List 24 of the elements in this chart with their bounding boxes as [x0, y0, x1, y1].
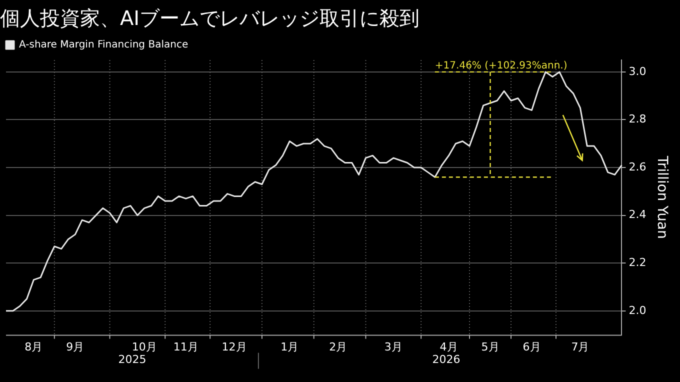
y-tick-label: 2.2 [628, 256, 646, 269]
y-tick-label: 3.0 [628, 64, 646, 78]
text: 2026 [432, 353, 460, 366]
x-tick-label: 5月 [481, 340, 500, 354]
x-tick-label: 2月 [329, 340, 348, 354]
x-tick-label: 10月 [132, 340, 157, 354]
x-tick-label: 3月 [384, 340, 402, 354]
x-tick-label: 11月 [173, 340, 198, 354]
chart-title: 個人投資家、AIブームでレバレッジ取引に殺到 [0, 6, 420, 30]
x-tick-label: 1月 [280, 340, 299, 354]
x-tick-label: 12月 [222, 340, 247, 354]
legend-label: A-share Margin Financing Balance [19, 40, 188, 51]
y-tick-label: 2.4 [628, 208, 646, 222]
x-tick-label: 8月 [24, 340, 43, 354]
y-axis-title: Trillion Yuan [654, 154, 670, 239]
x-tick-label: 7月 [571, 340, 590, 354]
text: 2025 [118, 353, 146, 366]
y-tick-label: 2.6 [628, 160, 646, 174]
y-tick-label: 2.0 [628, 304, 646, 317]
x-tick-label: 6月 [522, 340, 541, 354]
y-tick-label: 2.8 [628, 112, 646, 126]
annotation: +17.46% (+102.93%ann.) [434, 60, 568, 72]
x-tick-label: 9月 [66, 340, 84, 354]
x-tick-label: 4月 [440, 340, 458, 354]
